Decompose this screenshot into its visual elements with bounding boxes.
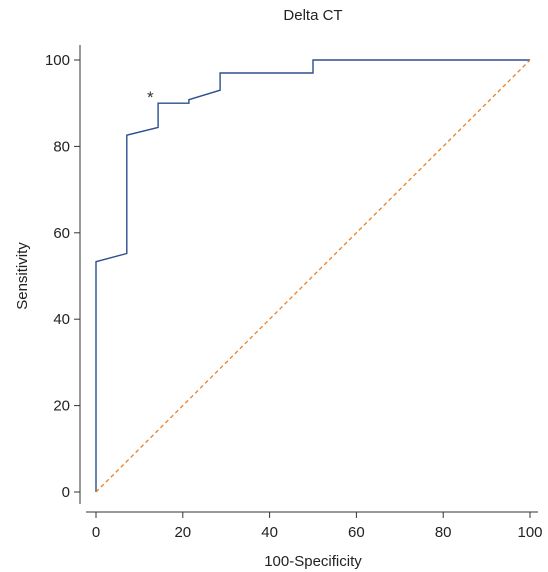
reference-diagonal-line [95, 59, 531, 493]
annotation-asterisk: * [147, 88, 154, 107]
y-tick-label-20: 20 [53, 398, 70, 415]
y-axis-title: Sensitivity [14, 242, 31, 310]
x-tick-label-100: 100 [517, 524, 542, 541]
x-tick-label-60: 60 [348, 524, 365, 541]
x-axis-title: 100-Specificity [264, 553, 362, 570]
x-tick-label-80: 80 [435, 524, 452, 541]
x-tick-label-40: 40 [261, 524, 278, 541]
y-tick-label-40: 40 [53, 311, 70, 328]
y-axis: 0 20 40 60 80 100 [45, 45, 81, 504]
x-tick-label-0: 0 [92, 524, 100, 541]
x-axis: 0 20 40 60 80 100 [86, 511, 543, 541]
roc-curve-line [95, 59, 530, 492]
x-tick-label-20: 20 [174, 524, 191, 541]
chart-title: Delta CT [283, 7, 342, 24]
y-tick-label-60: 60 [53, 225, 70, 242]
y-tick-label-0: 0 [62, 484, 70, 501]
y-tick-label-100: 100 [45, 52, 70, 69]
plot-layer: * [95, 59, 531, 493]
y-tick-label-80: 80 [53, 138, 70, 155]
